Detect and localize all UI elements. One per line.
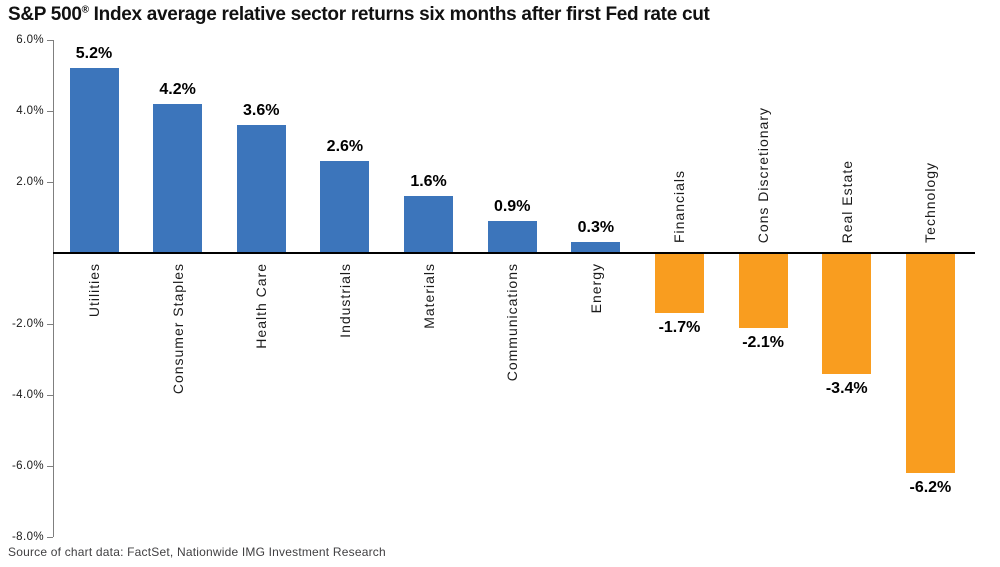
bar-real-estate xyxy=(822,253,872,374)
bar-value-label: 4.2% xyxy=(159,80,196,98)
category-label: Technology xyxy=(922,162,939,243)
bar-value-label: 5.2% xyxy=(75,45,113,63)
y-tick-mark xyxy=(47,324,53,325)
bar-technology xyxy=(905,253,955,474)
category-label: Energy xyxy=(587,263,604,314)
category-label: Financials xyxy=(671,169,688,243)
y-tick-label: -2.0% xyxy=(11,318,44,330)
category-label: Consumer Staples xyxy=(169,263,186,395)
bar-industrials xyxy=(320,160,370,253)
bar-cons-discretionary xyxy=(738,253,788,328)
category-label: Health Care xyxy=(253,263,270,349)
bar-value-label: 0.9% xyxy=(493,198,531,216)
bar-energy xyxy=(571,242,621,253)
y-tick-label: 4.0% xyxy=(16,105,44,117)
bar-health-care xyxy=(236,125,286,253)
y-tick-mark xyxy=(47,182,53,183)
bar-utilities xyxy=(69,68,119,253)
bar-value-label: -3.4% xyxy=(825,379,868,397)
y-tick-label: -8.0% xyxy=(11,531,44,543)
category-label: Cons Discretionary xyxy=(755,106,772,243)
y-tick-label: 6.0% xyxy=(16,34,44,46)
bar-value-label: 2.6% xyxy=(326,137,364,155)
y-tick-label: -4.0% xyxy=(11,389,44,401)
bar-communications xyxy=(487,221,537,253)
category-label: Industrials xyxy=(336,263,353,338)
bar-consumer-staples xyxy=(153,103,203,253)
y-tick-mark xyxy=(47,466,53,467)
category-label: Utilities xyxy=(86,263,102,318)
zero-baseline xyxy=(53,252,975,254)
bar-value-label: -6.2% xyxy=(909,479,952,497)
category-label: Real Estate xyxy=(838,159,855,243)
y-tick-mark xyxy=(47,395,53,396)
source-note: Source of chart data: FactSet, Nationwid… xyxy=(8,545,386,559)
y-axis-line xyxy=(53,40,54,537)
y-tick-mark xyxy=(47,40,53,41)
category-label: Materials xyxy=(420,263,437,329)
bar-value-label: 0.3% xyxy=(577,219,615,237)
bar-value-label: 1.6% xyxy=(410,173,447,191)
chart-title: S&P 500® Index average relative sector r… xyxy=(8,4,710,26)
bar-value-label: -1.7% xyxy=(658,319,701,337)
category-label: Communications xyxy=(504,263,521,382)
chart-title-rest: Index average relative sector returns si… xyxy=(88,4,710,25)
y-tick-mark xyxy=(47,537,53,538)
bar-financials xyxy=(654,253,704,314)
chart-title-main: S&P 500 xyxy=(8,4,82,25)
bar-value-label: 3.6% xyxy=(243,102,280,120)
y-tick-label: 2.0% xyxy=(16,176,44,188)
registered-trademark-symbol: ® xyxy=(81,4,89,16)
y-tick-label: -6.0% xyxy=(11,460,44,472)
y-tick-mark xyxy=(47,111,53,112)
bar-value-label: -2.1% xyxy=(742,333,784,351)
bar-materials xyxy=(404,196,454,253)
